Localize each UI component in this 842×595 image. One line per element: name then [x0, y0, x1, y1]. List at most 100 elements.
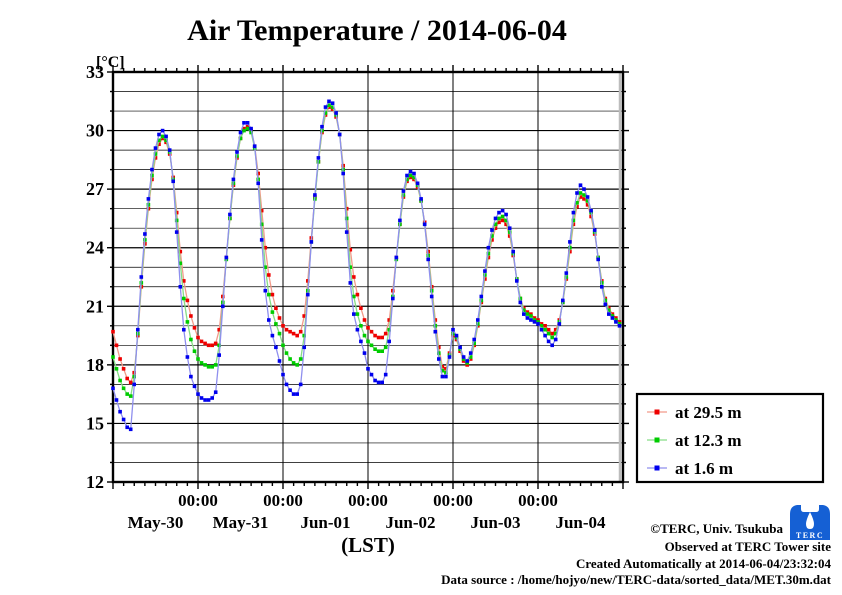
data-point: [164, 138, 168, 143]
data-point: [114, 367, 119, 371]
data-point: [182, 296, 186, 301]
legend-label: at 29.5 m: [675, 403, 742, 422]
legend-marker: [654, 465, 660, 471]
data-point: [298, 329, 303, 334]
data-point: [610, 314, 615, 318]
data-point: [525, 310, 530, 314]
data-point: [160, 136, 165, 141]
data-point: [203, 398, 207, 402]
data-point: [617, 324, 622, 328]
data-point: [532, 320, 537, 324]
data-point: [150, 167, 154, 172]
legend-label: at 1.6 m: [675, 459, 733, 478]
data-point: [465, 359, 469, 363]
data-point: [444, 367, 448, 371]
data-point: [468, 351, 473, 355]
data-point: [263, 245, 268, 250]
data-point: [585, 199, 590, 203]
data-point: [153, 152, 158, 156]
data-point: [199, 396, 204, 400]
data-point: [295, 363, 299, 367]
data-point: [582, 197, 586, 201]
data-point: [136, 327, 140, 332]
data-point: [348, 281, 353, 285]
data-point: [607, 308, 611, 312]
data-point: [422, 222, 427, 227]
data-point: [440, 368, 445, 373]
data-point: [284, 351, 289, 355]
vertical-gridlines: [197, 72, 539, 482]
x-tick-label: 00:00: [263, 491, 303, 510]
data-point: [543, 327, 547, 332]
data-point: [387, 339, 391, 344]
data-point: [270, 310, 275, 314]
data-point: [507, 226, 512, 230]
data-point: [543, 333, 547, 338]
data-point: [182, 327, 186, 332]
data-point: [603, 302, 608, 307]
data-point: [582, 193, 586, 197]
data-point: [359, 339, 363, 344]
data-point: [532, 316, 537, 320]
data-point: [553, 327, 558, 332]
data-point: [454, 333, 459, 338]
data-point: [157, 132, 161, 137]
data-point: [362, 333, 367, 338]
data-point: [150, 173, 154, 178]
data-point: [532, 318, 537, 322]
series-line-at-1.6-m: [112, 100, 620, 431]
data-point: [465, 361, 469, 365]
data-point: [284, 327, 289, 332]
data-point: [369, 372, 374, 377]
data-point: [284, 382, 289, 387]
data-point: [298, 357, 303, 361]
data-point: [373, 378, 377, 383]
data-point: [199, 361, 204, 365]
data-point: [291, 392, 296, 396]
data-point: [114, 343, 119, 348]
data-point: [213, 390, 218, 394]
data-point: [387, 327, 391, 332]
data-point: [550, 335, 554, 340]
data-point: [511, 249, 515, 254]
data-point: [118, 357, 122, 361]
data-point: [610, 316, 615, 320]
date-label: Jun-02: [385, 513, 435, 532]
data-point: [185, 320, 190, 324]
data-point: [617, 322, 622, 326]
data-point: [288, 329, 292, 334]
data-point: [143, 232, 147, 236]
data-point: [468, 357, 473, 361]
data-point: [486, 251, 491, 256]
data-point: [206, 343, 211, 348]
data-point: [429, 294, 434, 299]
data-point: [344, 216, 349, 221]
data-point: [614, 318, 618, 322]
data-point: [362, 318, 367, 322]
data-point: [426, 257, 430, 262]
data-point: [252, 144, 257, 148]
data-point: [504, 222, 508, 227]
y-tick-label: 12: [86, 472, 104, 492]
date-label: May-30: [128, 513, 184, 532]
data-point: [607, 312, 611, 316]
data-point: [128, 380, 133, 385]
legend-marker: [654, 409, 660, 415]
data-point: [302, 333, 306, 338]
data-point: [231, 177, 236, 182]
data-point: [221, 304, 225, 309]
data-point: [568, 245, 572, 250]
data-point: [352, 312, 356, 316]
data-point: [366, 326, 370, 330]
data-point: [291, 331, 296, 336]
data-point: [313, 193, 317, 197]
legend-box: [635, 392, 825, 484]
data-point: [256, 181, 260, 186]
data-point: [476, 318, 480, 322]
data-point: [121, 386, 126, 391]
data-point: [288, 357, 292, 361]
data-point: [546, 331, 551, 336]
data-point: [497, 216, 501, 221]
data-point: [167, 148, 172, 152]
